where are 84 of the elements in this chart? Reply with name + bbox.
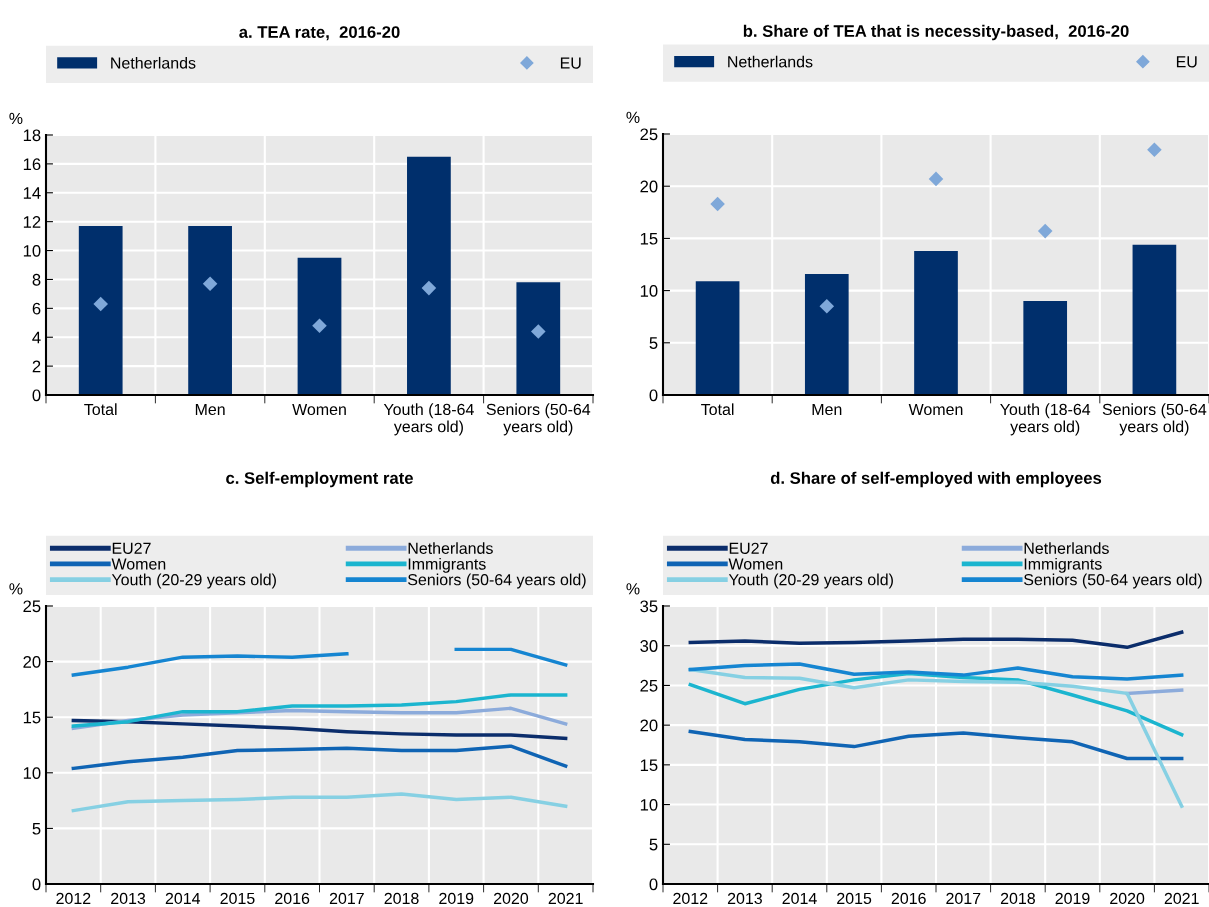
y-tick-label: 15 — [23, 711, 41, 724]
y-tick-label: 5 — [32, 822, 41, 835]
x-tick-label: 2019 — [1055, 892, 1090, 905]
y-tick-label: 0 — [649, 878, 658, 891]
x-tick-label: 2014 — [165, 892, 201, 905]
x-tick-label: 2020 — [1110, 892, 1145, 905]
y-tick-label: 15 — [640, 759, 658, 772]
legend-label: Netherlands — [728, 55, 813, 68]
x-tick-label: Youth (18-64 years old) — [383, 403, 474, 436]
legend-label: EU27 — [112, 542, 151, 554]
y-tick-label: 10 — [640, 798, 658, 811]
x-tick-label: Seniors (50-64 years old) — [1102, 403, 1207, 436]
legend-label: Netherlands — [111, 56, 196, 69]
legend-label: EU — [560, 57, 581, 69]
y-tick-label: 10 — [23, 767, 41, 779]
y-tick-label: 16 — [23, 158, 41, 171]
legend-label: Women — [728, 558, 783, 570]
legend-label: Immigrants — [408, 557, 486, 573]
y-tick-label: 35 — [640, 600, 658, 613]
chart-title: c. Self-employment rate — [226, 471, 413, 488]
legend-label: Seniors (50-64 years old) — [408, 573, 586, 589]
x-tick-label: Total — [701, 403, 734, 416]
x-tick-label: 2016 — [891, 892, 926, 905]
y-tick-label: 8 — [32, 273, 41, 286]
x-tick-label: 2012 — [56, 892, 91, 905]
y-tick-label: 5 — [649, 838, 658, 851]
x-tick-label: 2021 — [1164, 892, 1199, 905]
legend-label: Netherlands — [408, 542, 493, 554]
x-tick-label: 2021 — [548, 892, 583, 905]
x-tick-label: Total — [84, 403, 117, 416]
legend-label: Netherlands — [1024, 542, 1109, 554]
y-tick-label: 10 — [640, 285, 658, 297]
y-tick-label: 12 — [23, 216, 41, 228]
x-tick-label: 2015 — [220, 892, 255, 905]
y-axis-title: % — [9, 583, 23, 595]
y-tick-label: 25 — [23, 600, 41, 613]
x-tick-label: 2018 — [1000, 892, 1035, 905]
legend-label: Youth (20-29 years old) — [111, 573, 276, 589]
x-tick-label: 2015 — [837, 892, 872, 905]
y-tick-label: 0 — [32, 389, 41, 402]
y-tick-label: 10 — [23, 244, 41, 257]
x-tick-label: 2012 — [673, 892, 708, 905]
x-tick-label: Men — [812, 403, 842, 416]
x-tick-label: Youth (18-64 years old) — [1000, 403, 1091, 436]
y-tick-label: 0 — [649, 389, 658, 402]
y-tick-label: 20 — [640, 719, 658, 732]
y-tick-label: 6 — [32, 302, 41, 315]
chart-title: d. Share of self-employed with employees — [770, 471, 1102, 488]
x-tick-label: Men — [195, 403, 225, 416]
y-tick-label: 20 — [640, 180, 658, 193]
y-tick-label: 14 — [23, 187, 41, 199]
x-tick-label: 2017 — [946, 892, 981, 905]
x-tick-label: 2013 — [727, 892, 762, 905]
legend-label: Immigrants — [1024, 557, 1102, 573]
x-tick-label: 2017 — [329, 892, 364, 905]
chart-title: b. Share of TEA that is necessity-based, 2016-20 — [743, 24, 1129, 41]
x-tick-label: 2013 — [111, 892, 146, 905]
y-axis-title: % — [9, 112, 23, 124]
y-tick-label: 0 — [32, 878, 41, 891]
x-tick-label: Women — [908, 403, 963, 416]
legend-label: Youth (20-29 years old) — [728, 573, 893, 589]
x-tick-label: 2019 — [439, 892, 474, 905]
x-tick-label: 2018 — [384, 892, 419, 905]
chart-title: a. TEA rate, 2016-20 — [239, 26, 400, 41]
x-tick-label: Seniors (50-64 years old) — [486, 403, 591, 436]
legend-label: Seniors (50-64 years old) — [1024, 573, 1202, 589]
legend-label: EU — [1176, 56, 1197, 68]
y-tick-label: 2 — [32, 360, 41, 373]
legend-label: EU27 — [729, 542, 768, 554]
y-tick-label: 25 — [640, 679, 658, 692]
y-axis-title: % — [626, 583, 640, 595]
y-tick-label: 25 — [640, 128, 658, 141]
y-tick-label: 20 — [23, 656, 41, 668]
y-tick-label: 30 — [640, 640, 658, 652]
x-tick-label: Women — [292, 403, 346, 416]
y-tick-label: 5 — [649, 337, 658, 349]
y-axis-title: % — [626, 111, 640, 123]
x-tick-label: 2020 — [493, 892, 529, 905]
y-tick-label: 4 — [32, 331, 41, 344]
legend-label: Women — [111, 558, 166, 570]
y-tick-label: 15 — [640, 232, 658, 245]
x-tick-label: 2016 — [275, 892, 310, 905]
y-tick-label: 18 — [23, 129, 41, 142]
x-tick-label: 2014 — [782, 892, 817, 905]
